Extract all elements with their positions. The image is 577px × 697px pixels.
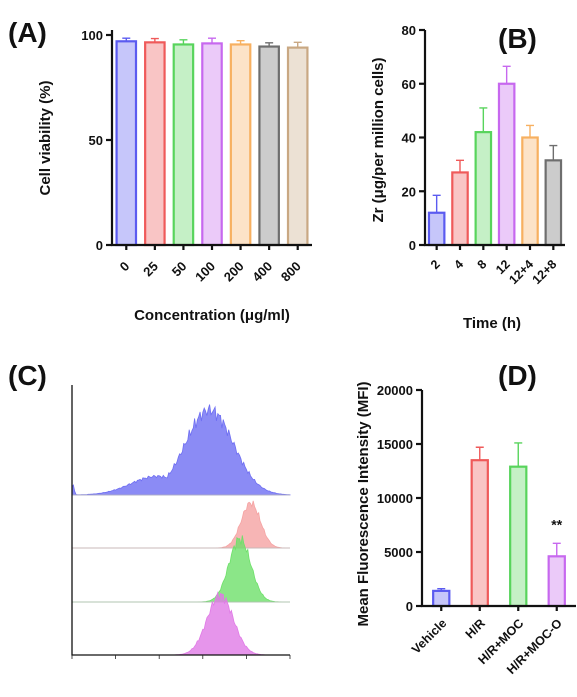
chartB-errorbar-4 <box>526 124 534 138</box>
chartA-errorbar-4 <box>236 39 245 45</box>
chartB-ytick-label-3: 60 <box>402 77 416 92</box>
chart-b-ylabel: Zr (μg/per million cells) <box>370 57 387 222</box>
chartC-histogram-1 <box>72 500 290 549</box>
chartB-errorbar-1 <box>456 159 464 173</box>
chartD-ytick-label-0: 0 <box>406 599 413 614</box>
chartB-errorbar-0 <box>432 194 441 213</box>
chartB-bar-0 <box>427 211 446 247</box>
chartB-xtick-label-5: 12+8 <box>530 257 560 287</box>
chart-a-yticks: 0 50 100 <box>81 28 112 253</box>
chart-c-curves <box>71 404 291 656</box>
chart-a-ylabel: Cell viability (%) <box>37 80 54 195</box>
panel-label-d: (D) <box>498 360 537 391</box>
chartA-errorbar-1 <box>150 37 159 43</box>
chart-b-errors <box>432 65 558 213</box>
chart-d-errors <box>437 442 561 591</box>
chartA-errorbar-2 <box>179 39 188 45</box>
chartA-ytick-label-1: 50 <box>89 133 103 148</box>
chartA-errorbar-3 <box>208 37 216 44</box>
chartD-errorbar-1 <box>475 446 484 461</box>
chartB-ytick-label-1: 20 <box>402 184 416 199</box>
chart-b-axes <box>423 30 565 247</box>
chartD-ytick-label-3: 15000 <box>377 437 413 452</box>
chartD-bar-1 <box>470 459 489 608</box>
chartA-xtick-label-1: 25 <box>140 259 161 280</box>
chartB-xtick-label-4: 12+4 <box>506 257 536 287</box>
chartA-xtick-label-5: 400 <box>249 259 275 285</box>
chartD-ytick-label-4: 20000 <box>377 383 413 398</box>
chartB-ytick-label-0: 0 <box>409 238 416 253</box>
chartA-bar-0 <box>115 40 138 247</box>
chartB-xtick-label-2: 8 <box>475 257 490 272</box>
chart-b-xlabel: Time (h) <box>463 315 521 332</box>
panel-label-a: (A) <box>8 17 47 48</box>
chartD-bar-0 <box>432 589 451 608</box>
chart-a-bars <box>115 40 309 247</box>
chartB-bar-2 <box>474 131 493 247</box>
chart-a-xlabel: Concentration (μg/ml) <box>134 307 290 324</box>
chartB-bar-5 <box>544 159 563 247</box>
chart-b-bars <box>427 82 563 247</box>
chartA-bar-3 <box>201 42 223 247</box>
chart-a-xticks: 0 25 50 100 200 400 800 <box>117 245 304 284</box>
chartD-errorbar-0 <box>437 588 446 591</box>
chartD-bar-3 <box>547 555 566 608</box>
chartD-ytick-label-2: 10000 <box>377 491 413 506</box>
chartA-ytick-label-2: 100 <box>81 28 103 43</box>
chart-c-flow-histograms <box>71 385 291 659</box>
chartD-annotation-0: ** <box>551 516 562 532</box>
chartD-errorbar-2 <box>514 442 523 467</box>
chartA-xtick-label-2: 50 <box>169 259 190 280</box>
chart-d-annotations: ** <box>551 516 562 532</box>
chartB-ytick-label-4: 80 <box>402 23 416 38</box>
chart-d-ylabel: Mean Fluorescence Intensity (MFI) <box>355 381 372 626</box>
chartB-errorbar-3 <box>502 65 511 84</box>
chartA-bar-5 <box>258 45 280 247</box>
chartB-errorbar-2 <box>479 107 488 133</box>
chartA-errorbar-6 <box>293 41 302 48</box>
chartC-histogram-0 <box>71 404 291 496</box>
chartB-xtick-label-0: 2 <box>428 257 443 272</box>
chartB-bar-1 <box>451 171 469 247</box>
chartA-xtick-label-0: 0 <box>117 259 133 275</box>
chartA-xtick-label-6: 800 <box>278 259 304 285</box>
chartB-bar-3 <box>497 82 516 247</box>
chart-b-yticks: 0 20 40 60 80 <box>402 23 425 253</box>
chartD-errorbar-3 <box>552 542 561 557</box>
chartD-xtick-label-1: H/R <box>463 616 488 641</box>
chartA-bar-2 <box>172 43 195 247</box>
chartA-bar-1 <box>144 41 166 247</box>
chart-d-bars <box>432 459 566 608</box>
chartB-ytick-label-2: 40 <box>402 131 416 146</box>
chart-d-yticks: 0 5000 10000 15000 20000 <box>377 383 422 614</box>
chartA-bar-6 <box>286 46 309 247</box>
chart-a-errors <box>122 37 302 48</box>
chartA-xtick-label-4: 200 <box>221 259 247 285</box>
chartA-errorbar-0 <box>122 37 131 42</box>
chartD-xtick-label-0: Vehicle <box>409 616 449 656</box>
panel-label-b: (B) <box>498 23 537 54</box>
chartB-errorbar-5 <box>549 144 558 161</box>
chartA-bar-4 <box>229 43 252 247</box>
panel-label-c: (C) <box>8 360 47 391</box>
chartA-errorbar-5 <box>265 42 274 47</box>
chartB-bar-4 <box>521 136 539 247</box>
chartD-ytick-label-1: 5000 <box>384 545 413 560</box>
chartA-ytick-label-0: 0 <box>96 238 103 253</box>
chartD-bar-2 <box>509 465 528 608</box>
chartA-xtick-label-3: 100 <box>192 259 218 285</box>
chart-c-xticks <box>71 655 291 659</box>
chartB-xtick-label-1: 4 <box>451 257 466 272</box>
